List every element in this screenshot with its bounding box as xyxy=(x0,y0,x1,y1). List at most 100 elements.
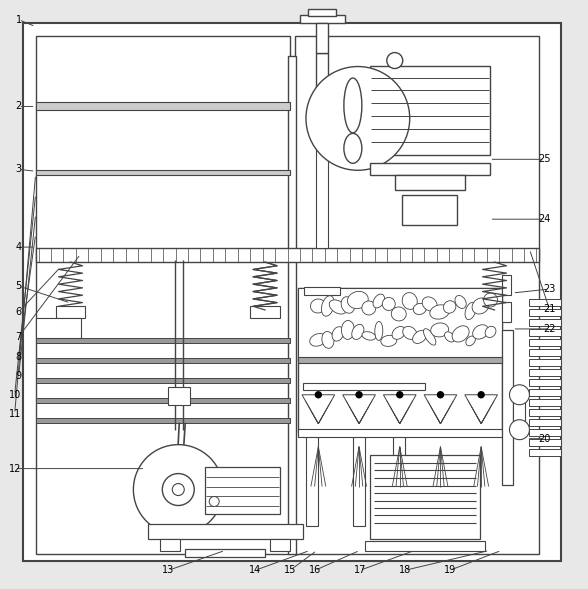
Ellipse shape xyxy=(455,296,466,309)
Text: 17: 17 xyxy=(353,565,366,575)
Bar xyxy=(529,409,562,416)
Ellipse shape xyxy=(413,330,427,343)
Bar xyxy=(295,35,539,554)
Bar xyxy=(502,275,512,295)
Ellipse shape xyxy=(422,297,437,311)
Bar xyxy=(306,432,318,527)
Text: 1: 1 xyxy=(16,15,22,25)
Bar xyxy=(298,429,502,436)
Bar xyxy=(353,432,365,527)
Circle shape xyxy=(509,420,529,439)
Bar xyxy=(316,52,328,130)
Ellipse shape xyxy=(342,320,355,339)
Bar xyxy=(529,359,562,366)
Bar xyxy=(303,383,425,390)
Circle shape xyxy=(478,392,484,398)
Ellipse shape xyxy=(348,292,368,309)
Ellipse shape xyxy=(362,332,376,340)
Circle shape xyxy=(356,392,362,398)
Ellipse shape xyxy=(373,294,385,308)
Bar xyxy=(502,302,512,322)
Bar xyxy=(36,318,81,338)
Bar xyxy=(36,398,290,403)
Bar xyxy=(250,306,280,318)
Bar xyxy=(300,15,345,22)
Bar xyxy=(148,524,303,540)
Text: 7: 7 xyxy=(15,332,22,342)
Bar xyxy=(185,550,265,557)
Bar xyxy=(529,309,562,316)
Bar xyxy=(529,339,562,346)
Bar xyxy=(316,22,328,52)
Ellipse shape xyxy=(431,323,449,337)
Polygon shape xyxy=(383,395,416,423)
Bar xyxy=(529,369,562,376)
Circle shape xyxy=(509,385,529,405)
Text: 2: 2 xyxy=(15,101,22,111)
Bar xyxy=(205,466,280,514)
Bar xyxy=(304,287,340,295)
Ellipse shape xyxy=(430,305,449,319)
Ellipse shape xyxy=(452,326,469,342)
Circle shape xyxy=(397,392,403,398)
Bar xyxy=(529,319,562,326)
Text: 13: 13 xyxy=(162,565,175,575)
Ellipse shape xyxy=(329,300,346,314)
Ellipse shape xyxy=(344,78,362,133)
Ellipse shape xyxy=(332,327,344,341)
Bar xyxy=(365,541,485,551)
Ellipse shape xyxy=(362,301,376,315)
Ellipse shape xyxy=(465,302,476,320)
Bar xyxy=(161,540,181,551)
Text: 6: 6 xyxy=(16,307,22,317)
Text: 15: 15 xyxy=(284,565,296,575)
Text: 9: 9 xyxy=(16,371,22,381)
Ellipse shape xyxy=(423,329,436,345)
Bar xyxy=(308,9,336,16)
Text: 8: 8 xyxy=(16,352,22,362)
Ellipse shape xyxy=(392,326,406,339)
Ellipse shape xyxy=(375,322,383,340)
Text: 21: 21 xyxy=(543,304,556,314)
Bar xyxy=(36,35,290,554)
Ellipse shape xyxy=(344,133,362,163)
Bar xyxy=(529,399,562,406)
Ellipse shape xyxy=(391,307,406,321)
Circle shape xyxy=(172,494,184,505)
Polygon shape xyxy=(302,395,335,423)
Ellipse shape xyxy=(341,297,355,313)
Text: 4: 4 xyxy=(16,242,22,252)
Bar xyxy=(529,389,562,396)
Ellipse shape xyxy=(381,335,397,346)
Circle shape xyxy=(209,497,219,507)
Bar xyxy=(529,329,562,336)
Text: 14: 14 xyxy=(249,565,261,575)
Ellipse shape xyxy=(310,333,326,346)
Circle shape xyxy=(306,67,410,170)
Bar xyxy=(370,163,490,176)
Bar xyxy=(393,432,405,527)
Ellipse shape xyxy=(472,298,489,314)
Circle shape xyxy=(172,484,184,495)
Bar xyxy=(36,418,290,423)
Ellipse shape xyxy=(322,332,334,348)
Bar xyxy=(529,429,562,436)
Bar xyxy=(370,65,490,155)
Ellipse shape xyxy=(483,293,497,307)
Bar xyxy=(36,338,290,343)
Bar xyxy=(316,133,328,248)
Circle shape xyxy=(437,392,443,398)
Ellipse shape xyxy=(352,325,364,339)
Ellipse shape xyxy=(382,297,395,310)
Polygon shape xyxy=(343,395,375,423)
Circle shape xyxy=(133,445,223,534)
Text: 25: 25 xyxy=(538,154,550,164)
Bar xyxy=(168,387,191,405)
Polygon shape xyxy=(424,395,457,423)
Ellipse shape xyxy=(403,326,417,339)
Bar xyxy=(270,540,290,551)
Text: 12: 12 xyxy=(8,464,21,474)
Text: 22: 22 xyxy=(543,324,556,334)
Bar xyxy=(36,248,539,262)
Bar xyxy=(529,439,562,446)
